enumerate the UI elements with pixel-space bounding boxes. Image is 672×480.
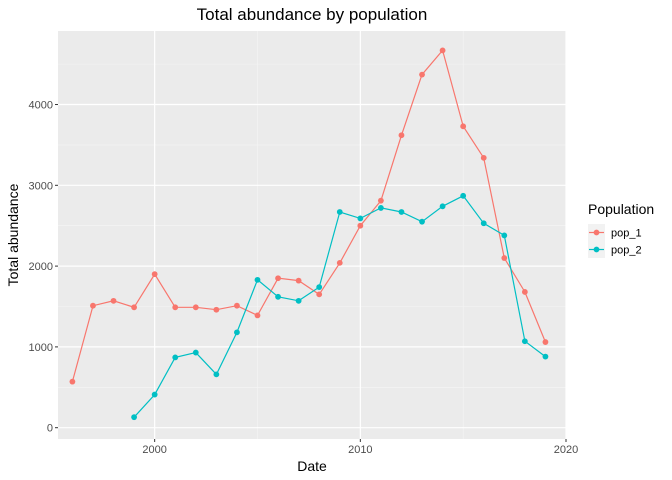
data-point-pop_2: [295, 297, 302, 304]
data-point-pop_2: [377, 205, 384, 211]
y-axis-ticks: 0 1000 2000 3000 4000: [29, 100, 58, 435]
data-point-pop_1: [521, 289, 528, 295]
data-point-pop_2: [480, 220, 487, 227]
data-point-pop_1: [275, 275, 281, 282]
data-point-pop_2: [172, 354, 179, 361]
x-tick-label: 2010: [348, 444, 372, 456]
data-point-pop_1: [90, 302, 96, 309]
y-tick-label: 0: [47, 423, 53, 435]
data-point-pop_1: [192, 304, 199, 311]
minor-gridlines: [58, 31, 566, 439]
data-point-pop_1: [398, 132, 405, 139]
data-point-pop_2: [542, 353, 549, 360]
legend: Population pop_1 pop_2: [588, 201, 654, 258]
major-gridlines: [58, 31, 567, 439]
data-point-pop_2: [151, 391, 158, 398]
chart-title: Total abundance by population: [197, 5, 428, 24]
series-layer: [69, 47, 549, 421]
data-point-pop_2: [439, 203, 446, 210]
plot-panel: [58, 31, 566, 439]
data-point-pop_2: [254, 276, 261, 283]
data-point-pop_2: [316, 284, 323, 291]
x-tick-label: 2000: [142, 444, 166, 456]
data-point-pop_2: [501, 232, 508, 239]
data-point-pop_1: [419, 71, 425, 78]
y-tick-label: 3000: [29, 180, 53, 192]
x-axis-ticks: 2000 2010 2020: [142, 439, 578, 456]
y-axis-title: Total abundance: [5, 183, 21, 286]
legend-key-point-pop_2: [593, 246, 600, 253]
legend-title: Population: [588, 201, 654, 217]
data-point-pop_2: [192, 349, 199, 356]
data-point-pop_2: [398, 209, 405, 215]
data-point-pop_1: [480, 154, 487, 161]
data-point-pop_2: [419, 218, 425, 225]
data-point-pop_1: [234, 302, 240, 309]
data-point-pop_2: [357, 215, 364, 222]
data-point-pop_1: [377, 197, 384, 204]
data-point-pop_1: [439, 47, 446, 54]
data-point-pop_1: [151, 271, 158, 278]
y-tick-label: 4000: [29, 100, 53, 112]
data-point-pop_2: [275, 293, 281, 300]
data-point-pop_2: [234, 329, 240, 336]
data-point-pop_1: [542, 339, 549, 345]
data-point-pop_1: [336, 259, 343, 266]
data-point-pop_1: [172, 304, 179, 311]
data-point-pop_2: [521, 338, 528, 345]
data-point-pop_1: [254, 312, 261, 319]
data-point-pop_1: [110, 297, 117, 304]
data-point-pop_1: [357, 222, 364, 229]
y-tick-label: 1000: [29, 342, 53, 354]
data-point-pop_1: [501, 255, 508, 261]
legend-key-point-pop_1: [593, 229, 600, 236]
series-line-pop_1: [71, 49, 546, 382]
data-point-pop_1: [131, 304, 137, 311]
x-axis-title: Date: [297, 458, 327, 474]
legend-label-pop_2: pop_2: [611, 245, 642, 257]
data-point-pop_2: [131, 414, 137, 421]
data-point-pop_2: [213, 371, 220, 378]
data-point-pop_2: [336, 209, 343, 215]
data-point-pop_2: [460, 192, 467, 199]
y-tick-label: 2000: [29, 261, 53, 273]
data-point-pop_1: [69, 378, 76, 385]
x-tick-label: 2020: [554, 444, 578, 456]
legend-label-pop_1: pop_1: [611, 228, 642, 240]
data-point-pop_1: [460, 123, 467, 130]
data-point-pop_1: [295, 277, 302, 284]
data-point-pop_1: [213, 306, 220, 313]
data-point-pop_1: [316, 291, 323, 298]
